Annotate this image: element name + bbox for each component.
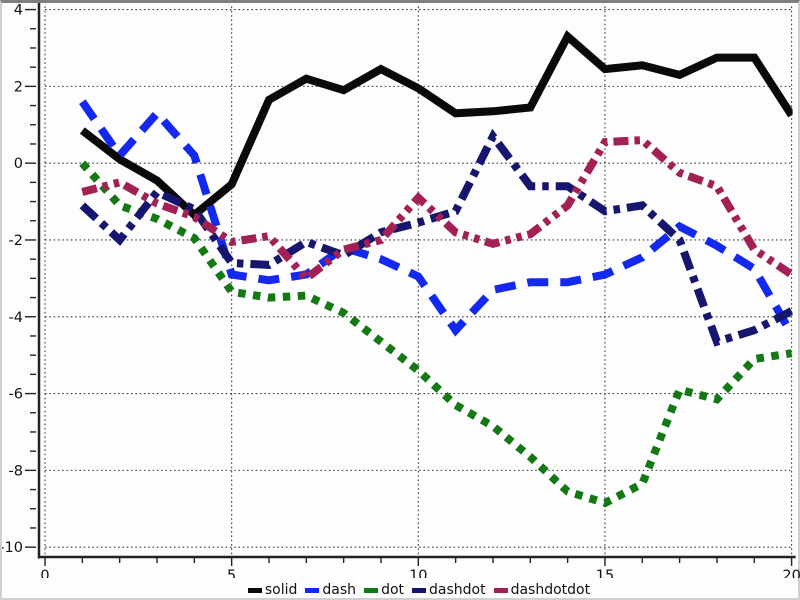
gridlines: [44, 6, 793, 556]
legend-swatch-dashdotdot: [493, 587, 508, 593]
x-axis-ticks: [44, 558, 793, 566]
legend-item-dashdotdot: dashdotdot: [493, 582, 591, 598]
y-tick-label: -2: [9, 233, 23, 249]
x-tick-label: 10: [409, 568, 427, 578]
legend-label-solid: solid: [264, 582, 298, 598]
y-tick-label: 2: [14, 79, 23, 95]
y-tick-label: -6: [9, 387, 23, 403]
legend-label-dot: dot: [381, 582, 405, 598]
y-axis-labels: -10 -8 -6 -4 -2 0 2 4: [2, 3, 23, 556]
series-dash-line: [79, 99, 793, 337]
y-tick-label: -10: [2, 540, 23, 556]
line-chart: -10 -8 -6 -4 -2 0 2 4 0 5 10 15 20: [2, 3, 800, 578]
legend-swatch-dot: [364, 587, 379, 593]
series-solid-line: [79, 30, 793, 221]
y-tick-label: -4: [9, 310, 23, 326]
legend-item-solid: solid: [247, 582, 298, 598]
legend-item-dash: dash: [305, 583, 356, 597]
x-tick-label: 0: [40, 568, 49, 578]
y-tick-label: 0: [14, 156, 23, 172]
legend-item-dot: dot: [364, 583, 404, 597]
legend-swatch-dash: [305, 587, 320, 593]
legend-label-dash: dash: [322, 582, 357, 598]
legend-item-dashdot: dashdot: [412, 583, 486, 597]
series-dashdotdot-line: [81, 136, 793, 284]
y-tick-label: -8: [9, 463, 23, 479]
legend-label-dashdotdot: dashdotdot: [510, 582, 591, 598]
x-tick-label: 15: [596, 568, 614, 578]
legend-swatch-dashdot: [412, 587, 427, 593]
legend-swatch-solid: [247, 587, 262, 593]
series-dashdot-line: [79, 128, 793, 347]
axes: [37, 3, 796, 559]
legend: solid dash dot dashdot dashdotdot: [45, 581, 793, 599]
legend-label-dashdot: dashdot: [429, 582, 486, 598]
y-axis-ticks: [25, 8, 36, 548]
series-dot-line: [79, 160, 793, 508]
y-tick-label: 4: [14, 3, 23, 19]
x-tick-label: 5: [227, 568, 236, 578]
series-group: [79, 30, 793, 508]
x-tick-label: 20: [782, 568, 800, 578]
x-axis-labels: 0 5 10 15 20: [40, 568, 800, 578]
